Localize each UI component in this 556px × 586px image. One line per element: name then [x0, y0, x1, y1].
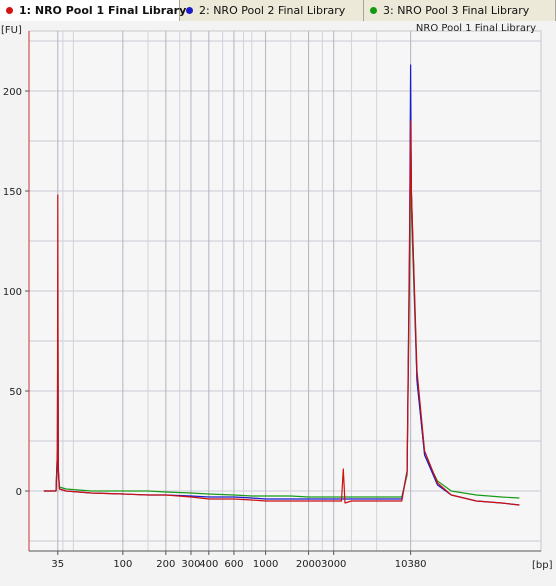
x-tick-label: 100 [113, 559, 132, 570]
y-tick-label: 100 [3, 287, 22, 298]
x-tick-label: 2000 [296, 559, 321, 570]
sample-3-color-dot-icon [370, 7, 377, 14]
x-tick-label: 400 [199, 559, 218, 570]
x-tick-label: 300 [181, 559, 200, 570]
y-tick-label: 150 [3, 187, 22, 198]
y-axis-label: [FU] [1, 25, 22, 36]
chart-title: NRO Pool 1 Final Library [416, 23, 536, 34]
tab-sample-3-label: 3: NRO Pool 3 Final Library [383, 4, 530, 17]
chart-grid [28, 30, 542, 552]
tab-sample-1-label: 1: NRO Pool 1 Final Library [19, 4, 187, 17]
x-tick-label: 10380 [395, 559, 427, 570]
y-tick-label: 0 [16, 487, 22, 498]
sample-1-color-dot-icon [6, 7, 13, 14]
y-tick-label: 50 [9, 387, 22, 398]
tab-sample-2-label: 2: NRO Pool 2 Final Library [199, 4, 346, 17]
x-tick-label: 3000 [321, 559, 346, 570]
series-line-1 [43, 120, 520, 506]
tab-sample-1[interactable]: 1: NRO Pool 1 Final Library [0, 0, 186, 21]
x-tick-label: 600 [224, 559, 243, 570]
x-tick-label: 1000 [253, 559, 278, 570]
chart-series [43, 64, 520, 506]
tab-sample-3[interactable]: 3: NRO Pool 3 Final Library [364, 0, 556, 21]
sample-2-color-dot-icon [186, 7, 193, 14]
sample-tab-bar: 1: NRO Pool 1 Final Library 2: NRO Pool … [0, 0, 556, 22]
x-tick-label: 35 [51, 559, 64, 570]
x-axis-label: [bp] [532, 560, 553, 571]
x-tick-label: 200 [156, 559, 175, 570]
y-tick-label: 200 [3, 87, 22, 98]
tab-sample-2[interactable]: 2: NRO Pool 2 Final Library [180, 0, 364, 21]
